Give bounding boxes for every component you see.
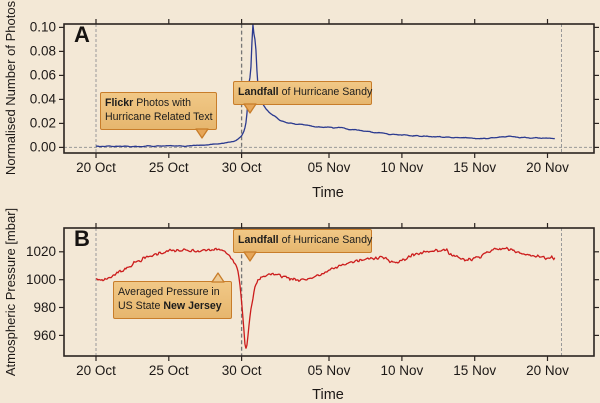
- svg-text:20 Nov: 20 Nov: [526, 160, 569, 175]
- svg-text:20 Oct: 20 Oct: [76, 160, 116, 175]
- svg-text:980: 980: [33, 300, 56, 315]
- svg-text:1000: 1000: [26, 272, 56, 287]
- svg-text:0.00: 0.00: [30, 140, 56, 155]
- svg-text:20 Nov: 20 Nov: [526, 363, 569, 378]
- svg-text:30 Oct: 30 Oct: [222, 363, 262, 378]
- svg-text:0.02: 0.02: [30, 116, 56, 131]
- svg-text:0.10: 0.10: [30, 20, 56, 35]
- svg-text:25 Oct: 25 Oct: [149, 363, 189, 378]
- svg-text:20 Oct: 20 Oct: [76, 363, 116, 378]
- svg-text:B: B: [74, 226, 90, 251]
- svg-text:Atmospheric Pressure [mbar]: Atmospheric Pressure [mbar]: [3, 208, 18, 376]
- svg-text:05 Nov: 05 Nov: [308, 160, 351, 175]
- svg-text:25 Oct: 25 Oct: [149, 160, 189, 175]
- svg-text:0.08: 0.08: [30, 44, 56, 59]
- svg-text:1020: 1020: [26, 244, 56, 259]
- svg-text:Normalised Number of Photos: Normalised Number of Photos: [3, 0, 18, 175]
- svg-text:30 Oct: 30 Oct: [222, 160, 262, 175]
- svg-text:10 Nov: 10 Nov: [381, 363, 424, 378]
- svg-text:0.04: 0.04: [30, 92, 57, 107]
- svg-text:15 Nov: 15 Nov: [453, 363, 496, 378]
- svg-text:0.06: 0.06: [30, 68, 56, 83]
- svg-text:Time: Time: [312, 387, 344, 403]
- svg-text:15 Nov: 15 Nov: [453, 160, 496, 175]
- svg-text:10 Nov: 10 Nov: [381, 160, 424, 175]
- svg-text:Time: Time: [312, 185, 344, 201]
- svg-text:960: 960: [33, 328, 56, 343]
- svg-text:05 Nov: 05 Nov: [308, 363, 351, 378]
- svg-text:A: A: [74, 22, 90, 47]
